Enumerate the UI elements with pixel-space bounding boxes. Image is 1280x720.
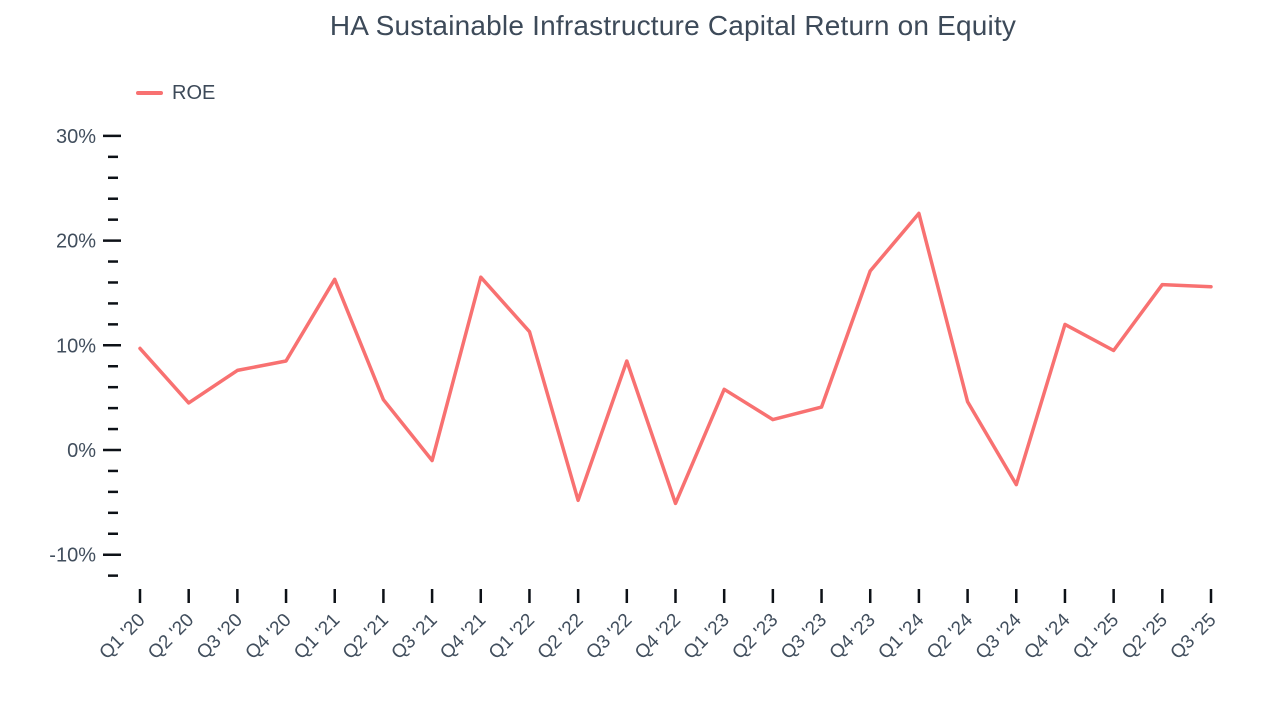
y-axis-tick-label: 20% bbox=[56, 231, 96, 253]
chart-title: HA Sustainable Infrastructure Capital Re… bbox=[329, 10, 1017, 41]
x-axis-tick-label: Q4 '23 bbox=[826, 610, 880, 664]
y-axis-tick-label: 0% bbox=[67, 440, 96, 462]
x-axis-tick-label: Q3 '23 bbox=[777, 610, 831, 664]
x-axis-tick-label: Q3 '25 bbox=[1167, 610, 1221, 664]
x-axis-tick-label: Q3 '20 bbox=[193, 610, 247, 664]
x-axis-tick-label: Q1 '20 bbox=[96, 610, 150, 664]
x-axis-tick-label: Q2 '25 bbox=[1118, 610, 1172, 664]
x-axis-tick-label: Q3 '21 bbox=[388, 610, 442, 664]
x-axis-tick-label: Q4 '21 bbox=[436, 610, 490, 664]
x-axis-tick-label: Q4 '20 bbox=[242, 610, 296, 664]
legend[interactable]: ROE bbox=[136, 82, 215, 104]
x-axis-tick-label: Q3 '22 bbox=[582, 610, 636, 664]
y-axis-tick-label: 10% bbox=[56, 335, 96, 357]
x-axis-tick-label: Q2 '22 bbox=[534, 610, 588, 664]
x-axis-tick-label: Q4 '24 bbox=[1020, 609, 1074, 663]
legend-series-label: ROE bbox=[172, 81, 216, 104]
x-axis-tick-label: Q2 '20 bbox=[144, 610, 198, 664]
x-axis-tick-label: Q1 '25 bbox=[1069, 610, 1123, 664]
x-axis-tick-label: Q1 '21 bbox=[290, 610, 344, 664]
roe-series-line bbox=[138, 211, 1213, 506]
y-axis-tick-label: 30% bbox=[56, 126, 96, 148]
legend-line-swatch-icon bbox=[136, 90, 163, 96]
x-axis-tick-label: Q3 '24 bbox=[972, 609, 1026, 663]
x-axis-tick-label: Q1 '22 bbox=[485, 610, 539, 664]
x-axis-tick-label: Q4 '22 bbox=[631, 610, 685, 664]
y-axis-tick-label: -10% bbox=[49, 545, 96, 567]
x-axis-tick-label: Q2 '21 bbox=[339, 610, 393, 664]
x-axis-tick-label: Q1 '23 bbox=[680, 610, 734, 664]
x-axis-tick-label: Q1 '24 bbox=[874, 609, 928, 663]
x-axis-tick-label: Q2 '24 bbox=[923, 609, 977, 663]
x-axis-tick-label: Q2 '23 bbox=[728, 610, 782, 664]
